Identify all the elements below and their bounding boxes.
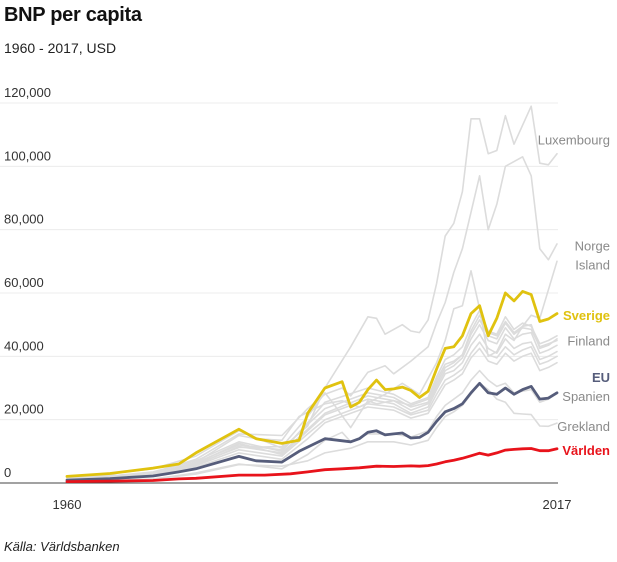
series-label-spanien: Spanien xyxy=(562,389,610,404)
y-tick-label: 80,000 xyxy=(4,212,44,227)
series-labels: Luxembourg Norge Island Sverige Finland EU Spa… xyxy=(538,132,610,457)
series-label-island: Island xyxy=(575,258,610,273)
context-series xyxy=(66,105,558,483)
series-line-country-8 xyxy=(66,319,558,480)
series-line-country-5 xyxy=(66,323,558,481)
grid-lines xyxy=(0,102,558,484)
series-label-norge: Norge xyxy=(575,239,610,254)
x-tick-label: 1960 xyxy=(53,497,82,512)
y-tick-label: 60,000 xyxy=(4,275,44,290)
series-label-sverige: Sverige xyxy=(563,308,610,323)
series-line-grekland xyxy=(66,382,558,483)
chart-subtitle: 1960 - 2017, USD xyxy=(4,40,117,56)
y-axis: 0 20,000 40,000 60,000 80,000 100,000 120,000 xyxy=(4,85,51,480)
y-tick-label: 40,000 xyxy=(4,338,44,353)
series-line-luxembourg xyxy=(66,105,558,477)
series-line-eu xyxy=(65,381,559,482)
chart-title: BNP per capita xyxy=(4,4,142,26)
series-line-finland xyxy=(66,314,558,480)
y-tick-label: 20,000 xyxy=(4,402,44,417)
series-label-grekland: Grekland xyxy=(557,419,610,434)
series-line-sverige xyxy=(65,289,559,478)
series-line-norge xyxy=(66,156,558,480)
y-tick-label: 0 xyxy=(4,465,11,480)
series-label-varlden: Världen xyxy=(562,443,610,458)
series-label-eu: EU xyxy=(592,370,610,385)
series-line-country-4 xyxy=(66,309,558,480)
source-note: Källa: Världsbanken xyxy=(4,539,120,554)
series-line-varlden xyxy=(65,447,559,484)
highlighted-series xyxy=(65,289,559,484)
x-axis: 1960 2017 xyxy=(53,497,572,512)
series-line-country-9 xyxy=(66,347,558,481)
y-tick-label: 120,000 xyxy=(4,85,51,100)
series-label-luxembourg: Luxembourg xyxy=(538,132,610,147)
series-label-finland: Finland xyxy=(567,334,610,349)
series-line-country-7 xyxy=(66,341,558,481)
x-tick-label: 2017 xyxy=(543,497,572,512)
y-tick-label: 100,000 xyxy=(4,148,51,163)
